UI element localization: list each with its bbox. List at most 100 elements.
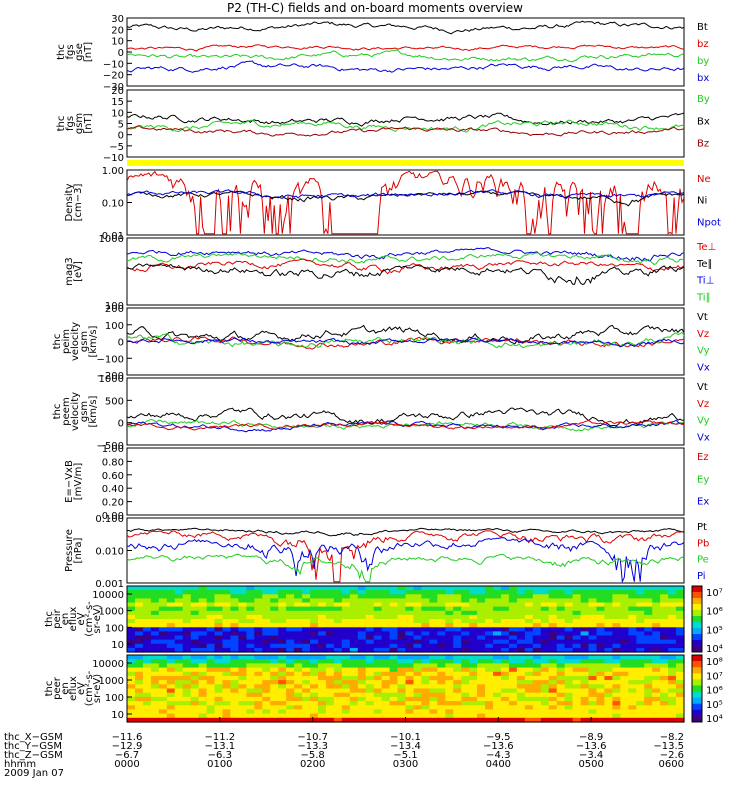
spectrogram-cell (214, 680, 224, 685)
spectrogram-cell (381, 659, 391, 664)
spectrogram-cell (548, 671, 558, 677)
colorbar-tick-label: 10⁴ (706, 714, 723, 725)
spectrogram-cell (580, 598, 590, 604)
spectrogram-cell (222, 635, 232, 641)
spectrogram-cell (508, 717, 518, 723)
spectrogram-cell (222, 594, 232, 599)
spectrogram-cell (405, 647, 415, 653)
spectrogram-cell (294, 602, 303, 608)
spectrogram-cell (270, 635, 279, 641)
spectrogram-cell (341, 713, 351, 719)
spectrogram-cell (564, 610, 574, 616)
spectrogram-cell (453, 671, 462, 677)
spectrogram-cell (548, 614, 558, 620)
spectrogram-cell (397, 684, 407, 690)
spectrogram-cell (142, 643, 152, 649)
spectrogram-cell (397, 610, 407, 616)
spectrogram-cell (660, 639, 669, 645)
spectrogram-cell (508, 619, 518, 624)
spectrogram-cell (166, 701, 176, 706)
spectrogram-cell (445, 688, 454, 694)
spectrogram-cell (357, 643, 367, 649)
spectrogram-cell (135, 701, 144, 706)
spectrogram-cell (413, 643, 423, 649)
spectrogram-cell (604, 688, 613, 694)
spectrogram-cell (556, 586, 566, 591)
legend-Ey: Ey (697, 474, 709, 485)
spectrogram-cell (405, 688, 415, 694)
spectrogram-cell (572, 614, 582, 620)
x-row-value: −4.3 (486, 750, 510, 761)
spectrogram-cell (206, 647, 216, 653)
spectrogram-cell (397, 594, 407, 599)
spectrogram-cell (230, 631, 239, 637)
spectrogram-cell (246, 688, 255, 694)
spectrogram-cell (620, 713, 629, 719)
spectrogram-cell (333, 655, 343, 660)
spectrogram-cell (445, 709, 454, 715)
spectrogram-cell (135, 590, 144, 595)
spectrogram-cell (501, 688, 510, 694)
spectrogram-cell (206, 623, 216, 628)
spectrogram-cell (230, 663, 239, 669)
spectrogram-cell (516, 684, 526, 690)
spectrogram-cell (174, 680, 184, 685)
spectrogram-cell (644, 590, 653, 595)
spectrogram-cell (580, 705, 590, 711)
y-axis-label: sr-eV) (92, 674, 103, 703)
spectrogram-cell (469, 655, 478, 660)
spectrogram-cell (636, 606, 645, 612)
spectrogram-cell (588, 713, 598, 719)
spectrogram-cell (318, 606, 327, 612)
spectrogram-cell (564, 680, 574, 685)
spectrogram-cell (333, 639, 343, 645)
spectrogram-cell (174, 659, 184, 664)
spectrogram-cell (540, 659, 550, 664)
spectrogram-cell (556, 647, 566, 653)
spectrogram-cell (556, 663, 566, 669)
spectrogram-cell (556, 713, 566, 719)
spectrogram-cell (477, 692, 486, 698)
y-tick-label: 500 (105, 396, 124, 407)
legend-Vy: Vy (697, 346, 710, 357)
spectrogram-cell (150, 643, 160, 649)
spectrogram-cell (548, 647, 558, 653)
spectrogram-cell (588, 602, 598, 608)
spectrogram-cell (230, 614, 239, 620)
spectrogram-cell (429, 586, 438, 591)
spectrogram-cell (333, 631, 343, 637)
spectrogram-cell (389, 614, 399, 620)
spectrogram-cell (429, 684, 438, 690)
spectrogram-cell (429, 667, 438, 673)
spectrogram-cell (485, 680, 494, 685)
spectrogram-cell (127, 623, 136, 628)
spectrogram-cell (166, 713, 176, 719)
spectrogram-cell (341, 598, 351, 604)
spectrogram-cell (501, 627, 510, 632)
spectrogram-cell (222, 684, 232, 690)
x-row-value: −6.3 (208, 750, 232, 761)
spectrogram-cell (413, 647, 423, 653)
spectrogram-cell (246, 680, 255, 685)
y-axis-label: Pressure (64, 529, 75, 572)
spectrogram-cell (556, 692, 566, 698)
spectrogram-cell (445, 610, 454, 616)
spectrogram-cell (660, 701, 669, 706)
spectrogram-cell (644, 602, 653, 608)
spectrogram-cell (357, 675, 367, 681)
spectrogram-cell (652, 610, 661, 616)
spectrogram-cell (453, 627, 462, 632)
spectrogram-cell (469, 692, 478, 698)
spectrogram-cell (612, 655, 621, 660)
spectrogram-cell (501, 717, 510, 723)
spectrogram-cell (516, 675, 526, 681)
spectrogram-cell (628, 696, 637, 702)
spectrogram-cell (501, 586, 510, 591)
spectrogram-cell (190, 688, 200, 694)
spectrogram-cell (477, 606, 486, 612)
spectrogram-cell (620, 643, 629, 649)
spectrogram-cell (341, 594, 351, 599)
spectrogram-cell (246, 635, 255, 641)
spectrogram-cell (572, 590, 582, 595)
spectrogram-cell (142, 717, 152, 723)
